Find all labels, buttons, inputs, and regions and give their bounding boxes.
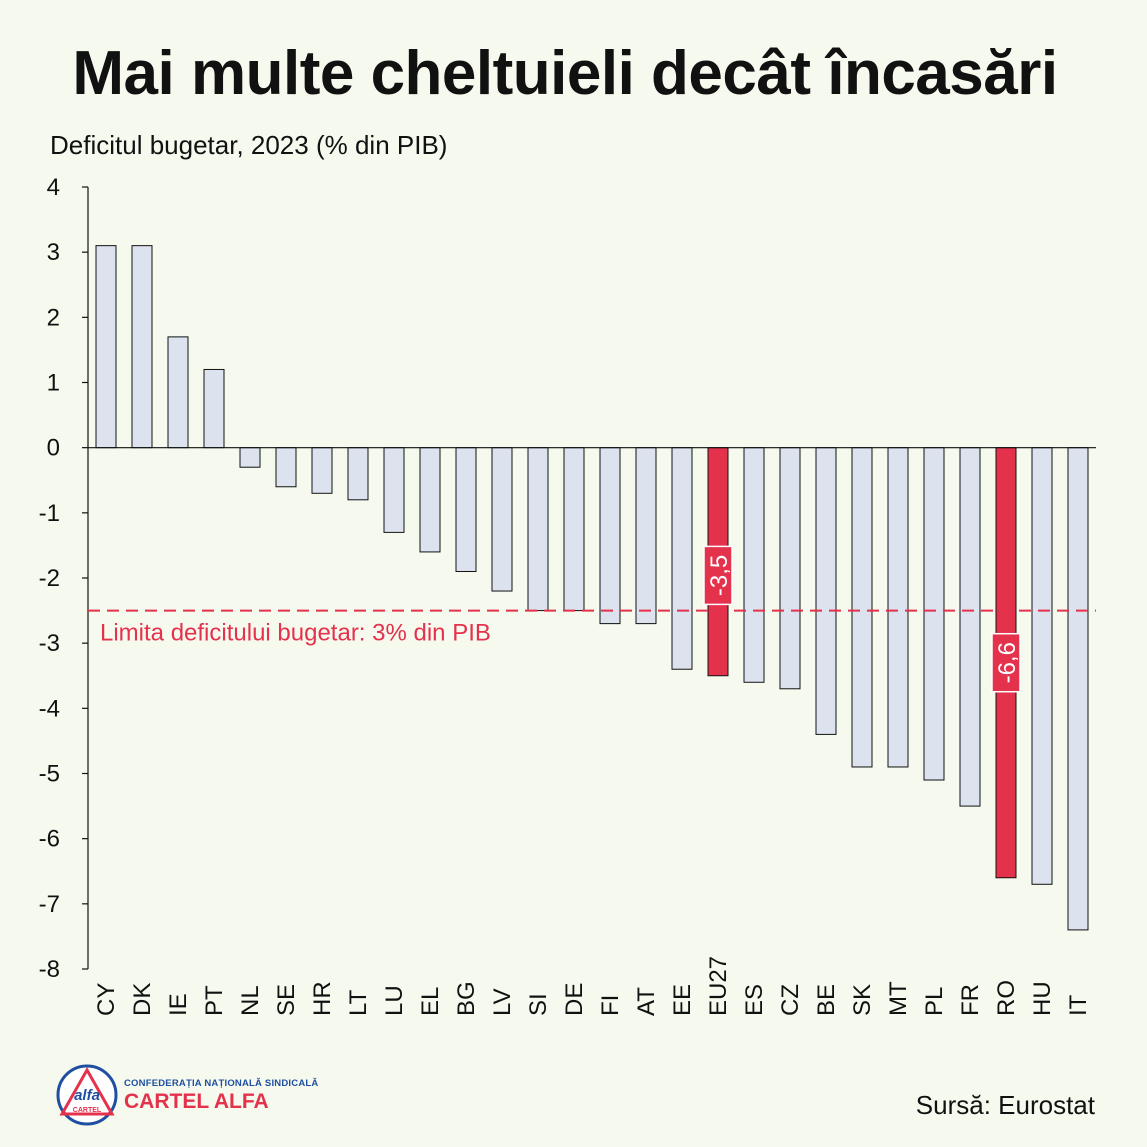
x-tick-label: SE — [273, 984, 300, 1016]
y-tick-label: -6 — [39, 826, 60, 853]
bar-ee — [671, 447, 693, 670]
deficit-limit-label: Limita deficitului bugetar: 3% din PIB — [100, 620, 491, 647]
bar-cy — [95, 245, 117, 449]
value-label-eu27: -3,5 — [706, 555, 733, 596]
y-tick-label: -2 — [39, 565, 60, 592]
bar-de — [563, 447, 585, 612]
bar-el — [419, 447, 441, 553]
x-tick-label: SI — [525, 993, 552, 1016]
x-tick-label: BG — [453, 981, 480, 1016]
y-tick-label: -1 — [39, 500, 60, 527]
x-tick-label: HU — [1029, 981, 1056, 1016]
bar-it — [1067, 447, 1089, 931]
x-tick-label: NL — [237, 985, 264, 1016]
y-tick-label: -5 — [39, 761, 60, 788]
source-note: Sursă: Eurostat — [915, 1090, 1095, 1120]
bar-pl — [923, 447, 945, 781]
value-label-ro: -6,6 — [994, 642, 1021, 683]
bar-mt — [887, 447, 909, 768]
x-tick-label: PT — [201, 985, 228, 1016]
bar-es — [743, 447, 765, 683]
bar-lt — [347, 447, 369, 501]
logo-mark-sub: CARTEL — [73, 1107, 102, 1114]
x-tick-label: EL — [417, 987, 444, 1016]
bar-lu — [383, 447, 405, 533]
bar-nl — [239, 447, 261, 468]
bar-fi — [599, 447, 621, 625]
x-tick-label: LT — [345, 989, 372, 1016]
x-tick-label: RO — [993, 980, 1020, 1016]
bar-be — [815, 447, 837, 735]
y-tick-label: -4 — [39, 695, 60, 722]
cartel-alfa-logo: alfa CARTEL CONFEDERAȚIA NAȚIONALĂ SINDI… — [56, 1064, 319, 1126]
bar-hu — [1031, 447, 1053, 885]
bar-se — [275, 447, 297, 488]
bar-fr — [959, 447, 981, 807]
x-tick-label: ES — [741, 984, 768, 1016]
y-tick-label: -3 — [39, 630, 60, 657]
bar-hr — [311, 447, 333, 494]
x-tick-label: LV — [489, 988, 516, 1016]
y-tick-label: 0 — [47, 435, 60, 462]
x-tick-label: HR — [309, 981, 336, 1016]
logo-mark-text: alfa — [74, 1087, 100, 1104]
bar-chart: 4 3 2 1 0 -1 -2 -3 -4 -5 -6 -7 -8 CY DK IE PT NL SE HR LT LU E… — [39, 174, 1096, 1016]
bar-at — [635, 447, 657, 625]
value-label-box-ro — [991, 632, 1021, 693]
bar-ie — [167, 336, 189, 449]
x-tick-label: AT — [633, 987, 660, 1016]
y-tick-label: -7 — [39, 891, 60, 918]
bar-sk — [851, 447, 873, 768]
x-tick-label: CY — [93, 983, 120, 1016]
x-tick-label: DE — [561, 983, 588, 1016]
bar-bg — [455, 447, 477, 572]
x-tick-label: BE — [813, 984, 840, 1016]
logo-name: CARTEL ALFA — [124, 1090, 269, 1113]
x-tick-label: EE — [669, 984, 696, 1016]
y-tick-label: -8 — [39, 956, 60, 983]
chart-title: Mai multe cheltuieli decât încasări — [72, 39, 1058, 108]
x-tick-label: FR — [957, 984, 984, 1016]
y-tick-label: 2 — [47, 304, 60, 331]
bar-pt — [203, 368, 225, 449]
value-label-box-eu27 — [703, 545, 733, 606]
x-tick-label: MT — [885, 981, 912, 1016]
x-tick-label: EU27 — [705, 956, 732, 1016]
x-tick-label: LU — [381, 985, 408, 1016]
x-tick-label: IT — [1065, 994, 1092, 1016]
alfa-emblem-icon: alfa CARTEL — [56, 1064, 118, 1126]
x-tick-label: IE — [165, 993, 192, 1016]
bar-si — [527, 447, 549, 612]
x-tick-label: DK — [129, 983, 156, 1016]
chart-subtitle: Deficitul bugetar, 2023 (% din PIB) — [50, 130, 448, 160]
x-tick-label: SK — [849, 984, 876, 1016]
x-tick-label: CZ — [777, 984, 804, 1016]
x-tick-label: FI — [597, 995, 624, 1016]
bar-cz — [779, 447, 801, 690]
x-tick-label: PL — [921, 987, 948, 1016]
bar-lv — [491, 447, 513, 592]
y-tick-label: 1 — [47, 370, 60, 397]
y-tick-label: 4 — [47, 174, 60, 201]
bar-dk — [131, 245, 153, 449]
y-tick-label: 3 — [47, 239, 60, 266]
logo-tagline: CONFEDERAȚIA NAȚIONALĂ SINDICALĂ — [124, 1078, 319, 1089]
